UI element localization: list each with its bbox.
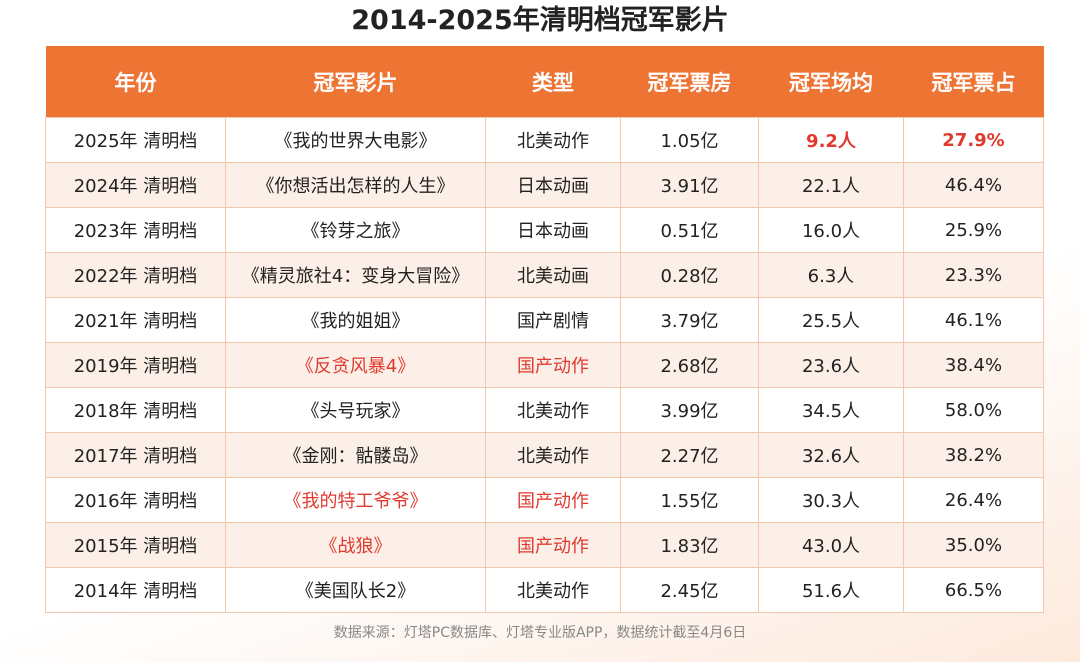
header-cell: 年份 [45,46,226,118]
table-row: 2015年 清明档 《战狼》 国产动作 1.83亿 43.0人 35.0% [45,522,1044,568]
table-row: 2021年 清明档 《我的姐姐》 国产剧情 3.79亿 25.5人 46.1% [45,297,1044,343]
table-cell: 《我的世界大电影》 [225,117,486,163]
table-cell: 2015年 清明档 [45,522,226,568]
table-cell: 2024年 清明档 [45,162,226,208]
table-cell: 2019年 清明档 [45,342,226,388]
table-cell: 国产动作 [485,477,621,523]
table-cell: 《铃芽之旅》 [225,207,486,253]
table-cell: 1.55亿 [620,477,759,523]
title: 2014-2025年清明档冠军影片 [351,5,729,36]
table-cell: 国产动作 [485,522,621,568]
table-row: 2017年 清明档 《金刚：骷髅岛》 北美动作 2.27亿 32.6人 38.2% [45,432,1044,478]
table-cell: 2017年 清明档 [45,432,226,478]
table-cell: 2016年 清明档 [45,477,226,523]
table-cell: 58.0% [903,387,1044,433]
table-cell: 《精灵旅社4：变身大冒险》 [225,252,486,298]
table-cell: 北美动作 [485,567,621,613]
table-cell: 0.51亿 [620,207,759,253]
table-cell: 1.05亿 [620,117,759,163]
table-cell: 《战狼》 [225,522,486,568]
table-cell: 27.9% [903,117,1044,163]
table-cell: 《美国队长2》 [225,567,486,613]
table-cell: 2.27亿 [620,432,759,478]
table-row: 2014年 清明档 《美国队长2》 北美动作 2.45亿 51.6人 66.5% [45,567,1044,613]
table-cell: 3.91亿 [620,162,759,208]
table-cell: 国产剧情 [485,297,621,343]
table-cell: 2018年 清明档 [45,387,226,433]
table-cell: 2022年 清明档 [45,252,226,298]
table-row: 2022年 清明档 《精灵旅社4：变身大冒险》 北美动画 0.28亿 6.3人 23.3% [45,252,1044,298]
table-cell: 日本动画 [485,162,621,208]
table-cell: 23.6人 [758,342,904,388]
table-body: 2025年 清明档 《我的世界大电影》 北美动作 1.05亿 9.2人 27.9% 2024… [45,117,1044,613]
table-cell: 16.0人 [758,207,904,253]
table-cell: 34.5人 [758,387,904,433]
table-cell: 46.1% [903,297,1044,343]
header-cell: 冠军票占 [903,46,1044,118]
table-cell: 46.4% [903,162,1044,208]
table-cell: 3.99亿 [620,387,759,433]
table-cell: 30.3人 [758,477,904,523]
table-cell: 25.9% [903,207,1044,253]
table-cell: 日本动画 [485,207,621,253]
table-cell: 《反贪风暴4》 [225,342,486,388]
table-cell: 26.4% [903,477,1044,523]
table-row: 2018年 清明档 《头号玩家》 北美动作 3.99亿 34.5人 58.0% [45,387,1044,433]
table-cell: 《头号玩家》 [225,387,486,433]
table-cell: 国产动作 [485,342,621,388]
table-cell: 9.2人 [758,117,904,163]
table-cell: 《我的特工爷爷》 [225,477,486,523]
table-cell: 2023年 清明档 [45,207,226,253]
table-cell: 66.5% [903,567,1044,613]
table-cell: 3.79亿 [620,297,759,343]
header-cell: 类型 [485,46,621,118]
table-cell: 《你想活出怎样的人生》 [225,162,486,208]
table-row: 2023年 清明档 《铃芽之旅》 日本动画 0.51亿 16.0人 25.9% [45,207,1044,253]
table-cell: 2021年 清明档 [45,297,226,343]
table-row: 2016年 清明档 《我的特工爷爷》 国产动作 1.55亿 30.3人 26.4% [45,477,1044,523]
header-cell: 冠军影片 [225,46,486,118]
table-row: 2024年 清明档 《你想活出怎样的人生》 日本动画 3.91亿 22.1人 46.4% [45,162,1044,208]
table-cell: 2014年 清明档 [45,567,226,613]
footnote: 数据来源：灯塔PC数据库、灯塔专业版APP，数据统计截至4月6日 [333,625,747,641]
table-cell: 43.0人 [758,522,904,568]
table: 年份 冠军影片 类型 冠军票房 冠军场均 冠军票占 2025年 清明档 《我的世界大电影》北… [45,46,1044,613]
table-cell: 北美动作 [485,387,621,433]
table-cell: 35.0% [903,522,1044,568]
table-cell: 2025年 清明档 [45,117,226,163]
table-cell: 6.3人 [758,252,904,298]
table-cell: 23.3% [903,252,1044,298]
table-cell: 51.6人 [758,567,904,613]
table-cell: 《我的姐姐》 [225,297,486,343]
table-cell: 北美动作 [485,432,621,478]
table-cell: 北美动作 [485,117,621,163]
table-cell: 2.68亿 [620,342,759,388]
header-cell: 冠军票房 [620,46,759,118]
table-cell: 38.2% [903,432,1044,478]
table-cell: 32.6人 [758,432,904,478]
table-cell: 《金刚：骷髅岛》 [225,432,486,478]
table-row: 2019年 清明档 《反贪风暴4》 国产动作 2.68亿 23.6人 38.4% [45,342,1044,388]
table-row: 2025年 清明档 《我的世界大电影》 北美动作 1.05亿 9.2人 27.9% [45,117,1044,163]
table-cell: 22.1人 [758,162,904,208]
table-cell: 2.45亿 [620,567,759,613]
table-cell: 北美动画 [485,252,621,298]
table-cell: 0.28亿 [620,252,759,298]
header-cell: 冠军场均 [758,46,904,118]
table-cell: 38.4% [903,342,1044,388]
table-cell: 1.83亿 [620,522,759,568]
table-cell: 25.5人 [758,297,904,343]
header-row: 年份 冠军影片 类型 冠军票房 冠军场均 冠军票占 [45,46,1044,118]
